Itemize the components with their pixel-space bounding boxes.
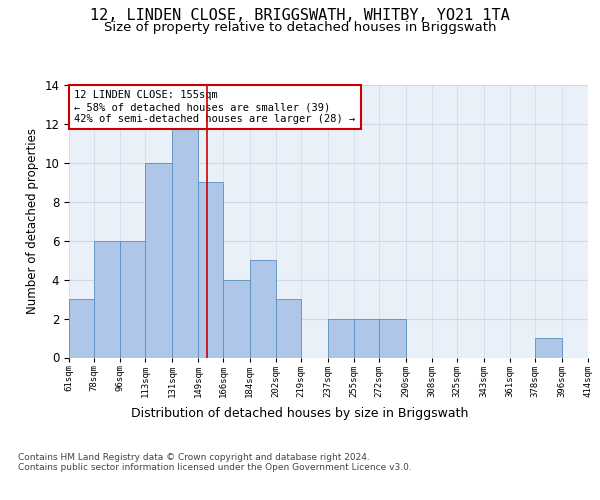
Bar	[69, 299, 94, 358]
Text: 12 LINDEN CLOSE: 155sqm
← 58% of detached houses are smaller (39)
42% of semi-de: 12 LINDEN CLOSE: 155sqm ← 58% of detache…	[74, 90, 355, 124]
Bar	[328, 318, 354, 358]
Bar	[172, 124, 199, 358]
Bar	[250, 260, 277, 358]
Bar	[199, 182, 223, 358]
Text: 12, LINDEN CLOSE, BRIGGSWATH, WHITBY, YO21 1TA: 12, LINDEN CLOSE, BRIGGSWATH, WHITBY, YO…	[90, 8, 510, 22]
Text: Size of property relative to detached houses in Briggswath: Size of property relative to detached ho…	[104, 21, 496, 34]
Y-axis label: Number of detached properties: Number of detached properties	[26, 128, 39, 314]
Bar	[121, 240, 145, 358]
Bar	[145, 163, 172, 358]
Bar	[354, 318, 379, 358]
Text: Contains HM Land Registry data © Crown copyright and database right 2024.
Contai: Contains HM Land Registry data © Crown c…	[18, 452, 412, 472]
Text: Distribution of detached houses by size in Briggswath: Distribution of detached houses by size …	[131, 408, 469, 420]
Bar	[535, 338, 562, 357]
Bar	[379, 318, 406, 358]
Bar	[94, 240, 121, 358]
Bar	[223, 280, 250, 357]
Bar	[277, 299, 301, 358]
